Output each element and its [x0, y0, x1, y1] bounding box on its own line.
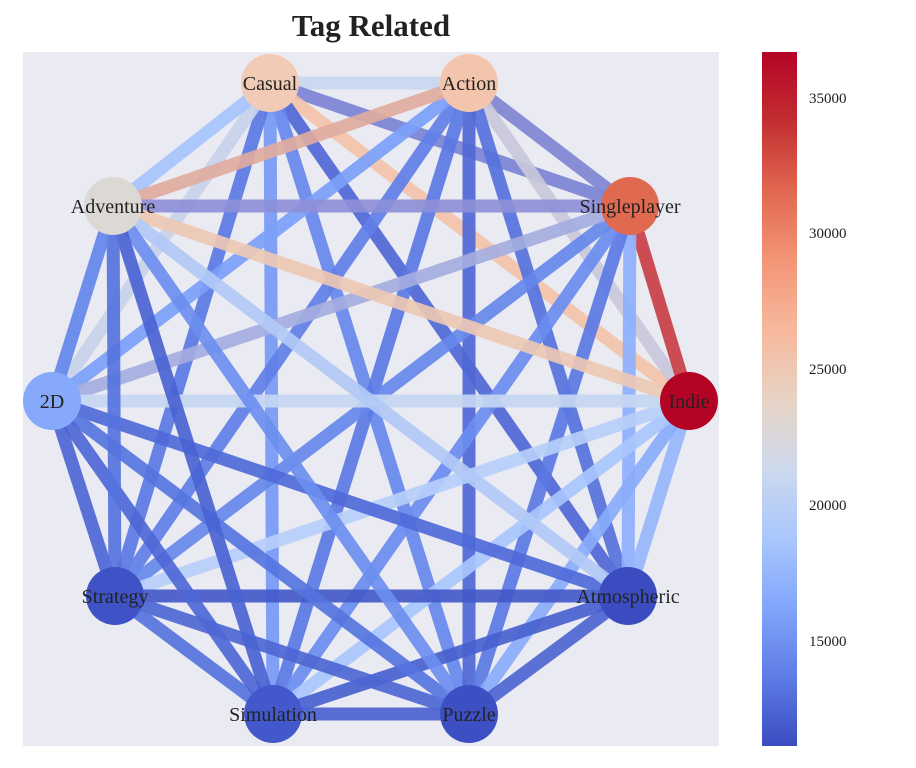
edge-action-adventure	[110, 76, 472, 213]
edge-2d-adventure	[45, 204, 120, 403]
edge-puzzle-adventure	[107, 202, 475, 718]
node-label-strategy: Strategy	[82, 586, 149, 608]
edge-strategy-2d	[45, 399, 122, 598]
node-atmospheric	[599, 567, 657, 625]
edge-puzzle-2d	[48, 395, 473, 720]
edge-singleplayer-indie	[623, 204, 696, 403]
edge-atmospheric-2d	[49, 394, 631, 603]
edge-singleplayer-puzzle	[462, 204, 637, 716]
node-action	[440, 54, 498, 112]
node-puzzle	[440, 685, 498, 743]
nodes-layer	[23, 54, 718, 743]
node-label-action: Action	[442, 73, 496, 95]
node-simulation	[244, 685, 302, 743]
edge-simulation-adventure	[106, 204, 280, 716]
edge-simulation-strategy	[111, 590, 277, 720]
node-singleplayer	[601, 177, 659, 235]
node-label-puzzle: Puzzle	[442, 704, 495, 726]
edge-atmospheric-simulation	[270, 589, 631, 721]
edge-casual-indie	[266, 77, 693, 407]
colorbar-tick-label: 20000	[809, 498, 847, 514]
edge-indie-atmospheric	[621, 399, 696, 598]
node-label-casual: Casual	[243, 73, 298, 95]
edge-casual-strategy	[108, 81, 277, 598]
node-label-adventure: Adventure	[71, 196, 156, 218]
node-label-atmospheric: Atmospheric	[576, 586, 679, 608]
edge-action-singleplayer	[465, 77, 634, 212]
node-strategy	[86, 567, 144, 625]
edge-atmospheric-puzzle	[465, 590, 632, 720]
edge-indie-simulation	[269, 395, 693, 720]
node-label-2d: 2D	[40, 391, 64, 413]
node-label-singleplayer: Singleplayer	[579, 196, 680, 218]
edge-atmospheric-adventure	[109, 200, 632, 602]
colorbar-ticks: 15000 20000 25000 30000 35000	[809, 91, 847, 650]
edge-casual-adventure	[108, 77, 275, 212]
colorbar-tick-label: 30000	[809, 226, 847, 242]
node-indie	[660, 372, 718, 430]
edge-indie-strategy	[112, 394, 692, 603]
node-2d	[23, 372, 81, 430]
colorbar-tick-label: 35000	[809, 91, 847, 107]
edge-indie-adventure	[110, 199, 692, 408]
edge-action-atmospheric	[462, 81, 635, 598]
edge-action-2d	[48, 77, 473, 407]
node-casual	[241, 54, 299, 112]
node-label-indie: Indie	[668, 391, 709, 413]
edges-layer	[45, 76, 696, 721]
edge-strategy-adventure	[106, 205, 122, 597]
labels-layer: Casual Action Singleplayer Indie Atmospheric…	[40, 73, 710, 726]
colorbar-tick-label: 25000	[809, 362, 847, 378]
chart-title: Tag Related	[291, 8, 451, 43]
node-label-simulation: Simulation	[229, 704, 317, 726]
edge-puzzle-strategy	[112, 589, 472, 721]
edge-simulation-2d	[46, 397, 279, 718]
edge-singleplayer-2d	[49, 199, 633, 408]
colorbar	[762, 52, 797, 746]
colorbar-tick-label: 15000	[809, 634, 847, 650]
node-adventure	[84, 177, 142, 235]
